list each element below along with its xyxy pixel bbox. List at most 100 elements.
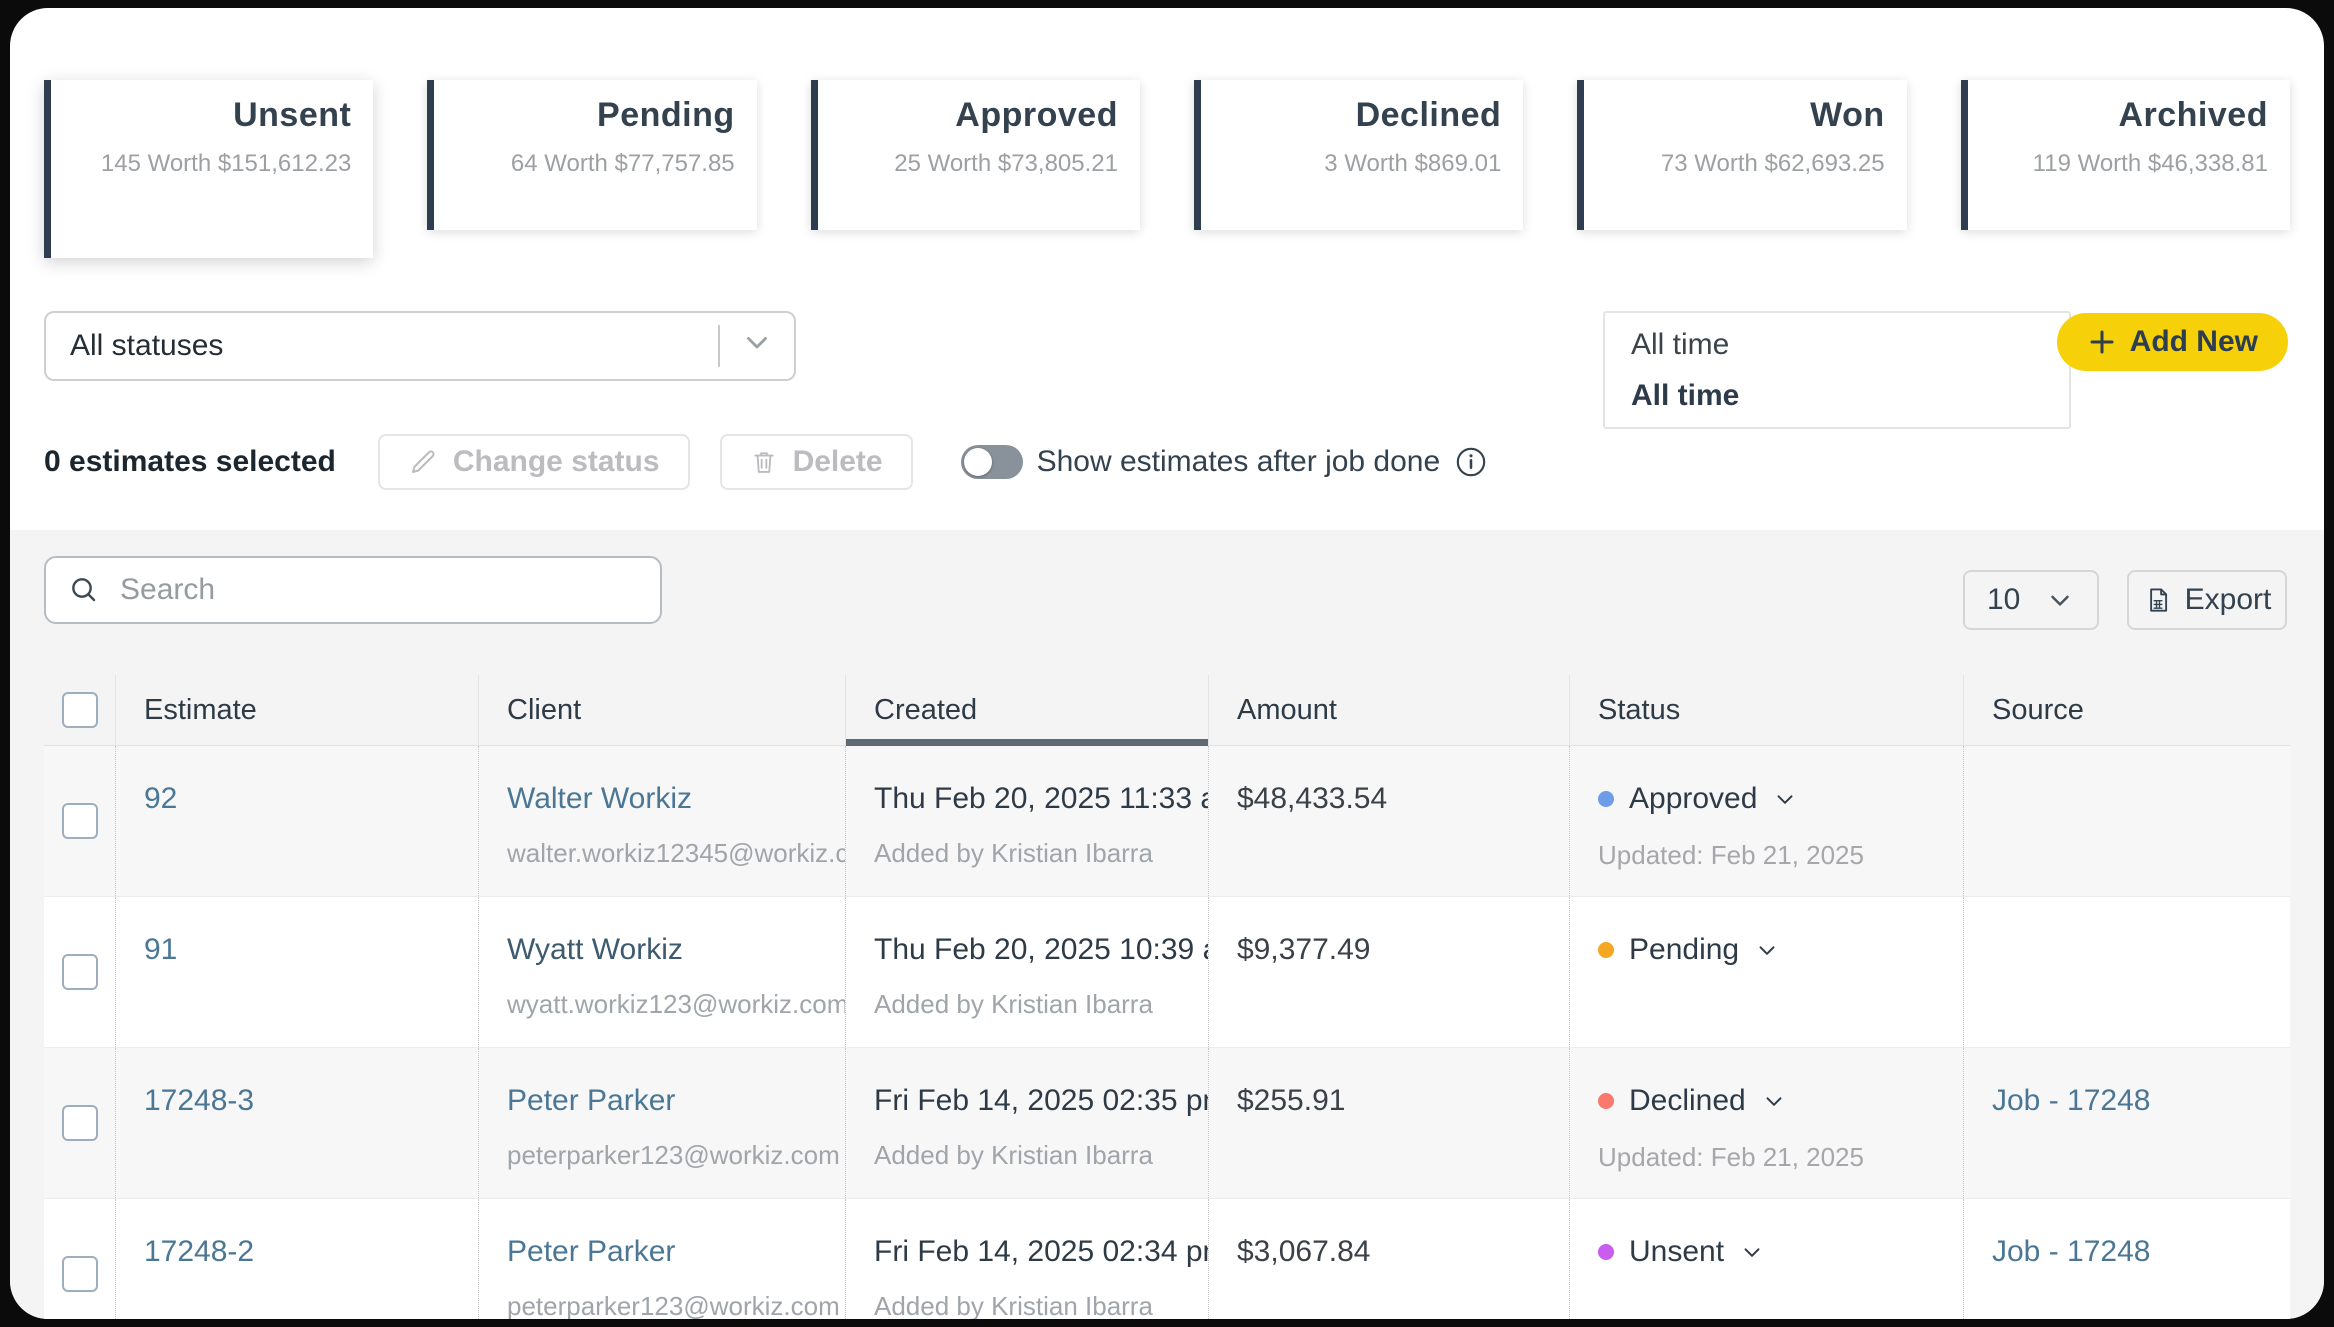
header-source[interactable]: Source [1964,675,2290,745]
created-cell: Thu Feb 20, 2025 11:33 am Added by Krist… [846,746,1209,896]
added-by: Added by Kristian Ibarra [874,1291,1153,1319]
status-dropdown[interactable]: Pending [1598,933,1945,967]
source-cell [1964,746,2290,896]
row-checkbox[interactable] [61,954,98,990]
stat-card-won[interactable]: Won 73 Worth $62,693.25 [1577,80,1907,230]
client-cell: Peter Parker peterparker123@workiz.com [479,1048,846,1198]
source-cell: Job - 17248 [1964,1048,2290,1198]
stat-card-title: Approved [955,96,1118,134]
add-new-label: Add New [2129,325,2258,358]
amount-cell: $3,067.84 [1209,1199,1570,1319]
client-email: walter.workiz12345@workiz.com [507,838,845,868]
page-size-dropdown[interactable]: 10 [1963,570,2099,630]
added-by: Added by Kristian Ibarra [874,838,1153,868]
stat-card-declined[interactable]: Declined 3 Worth $869.01 [1193,80,1524,230]
amount-value: $255.91 [1237,1084,1346,1117]
status-label: Unsent [1629,1235,1725,1268]
trash-icon [750,448,778,476]
search-box [44,556,662,624]
header-label: Client [507,693,582,726]
table-section: 10 Export Estimate Client Created [10,530,2324,1319]
dropdown-divider [718,325,720,367]
sort-indicator-bar [846,739,1208,746]
amount-cell: $9,377.49 [1209,897,1570,1047]
client-name-link[interactable]: Walter Workiz [507,782,693,815]
status-updated: Updated: Feb 21, 2025 [1598,840,1864,870]
status-label: Approved [1629,782,1758,815]
stat-card-subtitle: 64 Worth $77,757.85 [510,150,735,177]
header-status[interactable]: Status [1570,675,1964,745]
stat-card-subtitle: 25 Worth $73,805.21 [894,150,1118,177]
client-name-link[interactable]: Wyatt Workiz [507,933,683,966]
created-datetime: Thu Feb 20, 2025 11:33 am [874,782,1209,815]
header-client[interactable]: Client [479,675,846,745]
status-dropdown[interactable]: Unsent [1598,1235,1945,1269]
created-cell: Fri Feb 14, 2025 02:35 pm Added by Krist… [846,1048,1209,1198]
chevron-down-icon [1772,786,1798,812]
row-checkbox[interactable] [61,803,98,839]
change-status-button[interactable]: Change status [377,434,690,490]
select-all-cell [44,675,116,745]
client-cell: Walter Workiz walter.workiz12345@workiz.… [479,746,846,896]
client-name-link[interactable]: Peter Parker [507,1235,676,1268]
status-dot [1598,791,1614,807]
created-cell: Fri Feb 14, 2025 02:34 pm Added by Krist… [846,1199,1209,1319]
job-done-toggle[interactable] [960,445,1023,479]
estimates-table: Estimate Client Created Amount Status So… [44,675,2290,1319]
select-all-checkbox[interactable] [61,692,98,728]
status-cell: Declined Updated: Feb 21, 2025 [1570,1048,1964,1198]
table-row: 17248-2 Peter Parker peterparker123@work… [44,1199,2290,1319]
amount-value: $3,067.84 [1237,1235,1371,1268]
stat-card-subtitle: 73 Worth $62,693.25 [1660,150,1885,177]
estimate-number-link[interactable]: 91 [144,933,178,966]
client-name-link[interactable]: Peter Parker [507,1084,676,1117]
spreadsheet-icon [2143,585,2173,615]
header-label: Amount [1237,693,1337,726]
estimate-number-link[interactable]: 17248-2 [144,1235,255,1268]
change-status-label: Change status [452,445,660,478]
stat-card-approved[interactable]: Approved 25 Worth $73,805.21 [810,80,1140,230]
add-new-button[interactable]: Add New [2056,313,2288,371]
header-label: Created [874,693,978,726]
header-created[interactable]: Created [846,675,1209,746]
delete-button[interactable]: Delete [719,434,913,490]
stat-card-subtitle: 3 Worth $869.01 [1324,150,1502,177]
row-select-cell [44,1199,116,1319]
selected-count: 0 estimates selected [44,445,336,478]
plus-icon [2087,327,2117,357]
source-cell: Job - 17248 [1964,1199,2290,1319]
chevron-down-icon [740,325,774,367]
estimate-number-link[interactable]: 17248-3 [144,1084,255,1117]
stat-card-title: Unsent [233,96,352,134]
estimate-number-link[interactable]: 92 [144,782,178,815]
row-checkbox[interactable] [61,1256,98,1292]
stat-card-title: Archived [2118,96,2268,134]
source-job-link[interactable]: Job - 17248 [1992,1084,2151,1117]
stat-card-archived[interactable]: Archived 119 Worth $46,338.81 [1960,80,2290,230]
search-input[interactable] [118,572,638,608]
status-updated: Updated: Feb 21, 2025 [1598,1142,1864,1172]
info-icon[interactable] [1454,445,1488,479]
status-dropdown[interactable]: Declined [1598,1084,1945,1118]
stat-card-unsent[interactable]: Unsent 145 Worth $151,612.23 [44,80,374,258]
header-amount[interactable]: Amount [1209,675,1570,745]
header-estimate[interactable]: Estimate [116,675,479,745]
amount-value: $9,377.49 [1237,933,1371,966]
row-checkbox[interactable] [61,1105,98,1141]
created-cell: Thu Feb 20, 2025 10:39 am Added by Krist… [846,897,1209,1047]
source-job-link[interactable]: Job - 17248 [1992,1235,2151,1268]
status-label: Declined [1629,1084,1746,1117]
status-dot [1598,1244,1614,1260]
source-cell [1964,897,2290,1047]
status-filter-dropdown[interactable]: All statuses [44,311,796,381]
table-row: 91 Wyatt Workiz wyatt.workiz123@workiz.c… [44,897,2290,1048]
date-range-filter[interactable]: All time All time [1603,311,2071,429]
export-button[interactable]: Export [2127,570,2287,630]
stat-card-title: Declined [1355,96,1502,134]
status-dropdown[interactable]: Approved [1598,782,1945,816]
job-done-toggle-label: Show estimates after job done [1036,445,1441,478]
stat-card-pending[interactable]: Pending 64 Worth $77,757.85 [427,80,757,230]
created-datetime: Fri Feb 14, 2025 02:34 pm [874,1235,1209,1268]
chevron-down-icon [1754,937,1780,963]
row-select-cell [44,746,116,896]
